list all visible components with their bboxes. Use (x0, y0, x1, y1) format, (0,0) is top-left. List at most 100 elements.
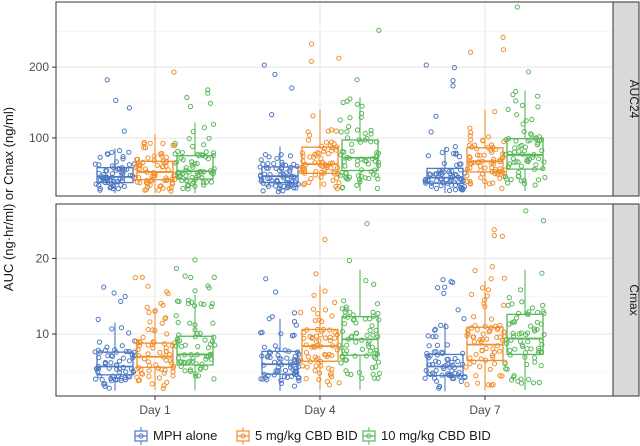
data-point (96, 339, 103, 345)
data-point (169, 176, 175, 182)
data-point (261, 344, 267, 350)
data-point (135, 378, 142, 384)
data-point (357, 179, 363, 185)
data-point (477, 337, 483, 343)
data-point (93, 376, 99, 382)
data-point (502, 174, 509, 180)
data-point (188, 352, 194, 358)
box-group (172, 87, 217, 194)
data-point (325, 151, 331, 157)
data-point (494, 334, 500, 340)
data-point (121, 128, 127, 134)
data-point (261, 362, 267, 368)
data-point (192, 322, 198, 328)
data-point (124, 166, 130, 172)
data-point (126, 348, 132, 355)
data-point (265, 165, 271, 171)
data-point (301, 182, 307, 188)
data-point (330, 177, 336, 183)
data-point (438, 170, 444, 176)
data-point (161, 354, 167, 360)
data-point (164, 379, 170, 385)
data-point (164, 289, 170, 295)
data-point (126, 330, 132, 336)
data-point (95, 316, 101, 322)
data-point (456, 369, 462, 375)
data-point (473, 373, 479, 379)
data-point (451, 375, 457, 382)
data-point (300, 363, 306, 369)
data-point (198, 365, 204, 371)
data-point (275, 352, 281, 358)
data-point (188, 274, 194, 281)
data-point (534, 326, 540, 332)
data-point (369, 365, 375, 371)
data-point (464, 178, 470, 185)
data-point (126, 162, 132, 168)
data-point (151, 173, 157, 179)
data-point (331, 169, 337, 175)
data-point (529, 305, 536, 311)
box-group (422, 277, 468, 392)
data-point (428, 129, 434, 135)
data-point (201, 182, 207, 188)
data-point (538, 337, 545, 343)
data-point (449, 177, 455, 183)
data-point (468, 181, 474, 187)
data-point (525, 69, 532, 75)
data-point (519, 102, 526, 109)
data-point (190, 358, 196, 364)
data-point (306, 179, 312, 185)
box-group (502, 208, 547, 390)
data-point (291, 383, 298, 389)
data-point (507, 352, 513, 358)
data-point (105, 353, 111, 359)
data-point (516, 169, 522, 175)
data-point (432, 327, 438, 333)
data-point (439, 177, 445, 183)
data-point (433, 185, 440, 192)
data-point (499, 185, 505, 191)
data-point (520, 121, 526, 127)
data-point (333, 175, 340, 181)
data-point (348, 371, 354, 378)
data-point (134, 366, 140, 372)
data-point (289, 179, 295, 185)
box-group (132, 69, 178, 194)
data-point (323, 139, 329, 145)
data-point (491, 227, 497, 233)
data-point (356, 137, 362, 143)
data-point (365, 341, 371, 347)
data-point (423, 367, 429, 374)
data-point (101, 284, 107, 290)
data-point (441, 366, 447, 372)
legend-key-point (240, 433, 246, 439)
data-point (183, 167, 189, 173)
data-point (211, 376, 217, 382)
data-point (349, 141, 355, 147)
data-point (513, 138, 519, 144)
data-point (205, 345, 212, 351)
data-point (111, 178, 117, 184)
data-point (190, 356, 196, 362)
data-point (513, 88, 519, 95)
data-point (459, 185, 465, 191)
data-point (540, 218, 547, 224)
data-point (163, 315, 169, 321)
data-point (501, 173, 507, 179)
data-point (347, 174, 353, 180)
data-point (483, 357, 489, 363)
data-point (187, 103, 194, 110)
data-point (303, 376, 309, 382)
data-point (174, 159, 180, 165)
box (426, 353, 464, 377)
data-point (186, 358, 193, 364)
data-point (433, 113, 439, 119)
data-point (287, 364, 294, 370)
data-point (162, 367, 168, 373)
data-point (461, 316, 467, 322)
data-point (369, 323, 375, 329)
data-point (471, 314, 477, 320)
data-point (339, 328, 346, 335)
data-point (146, 373, 152, 379)
